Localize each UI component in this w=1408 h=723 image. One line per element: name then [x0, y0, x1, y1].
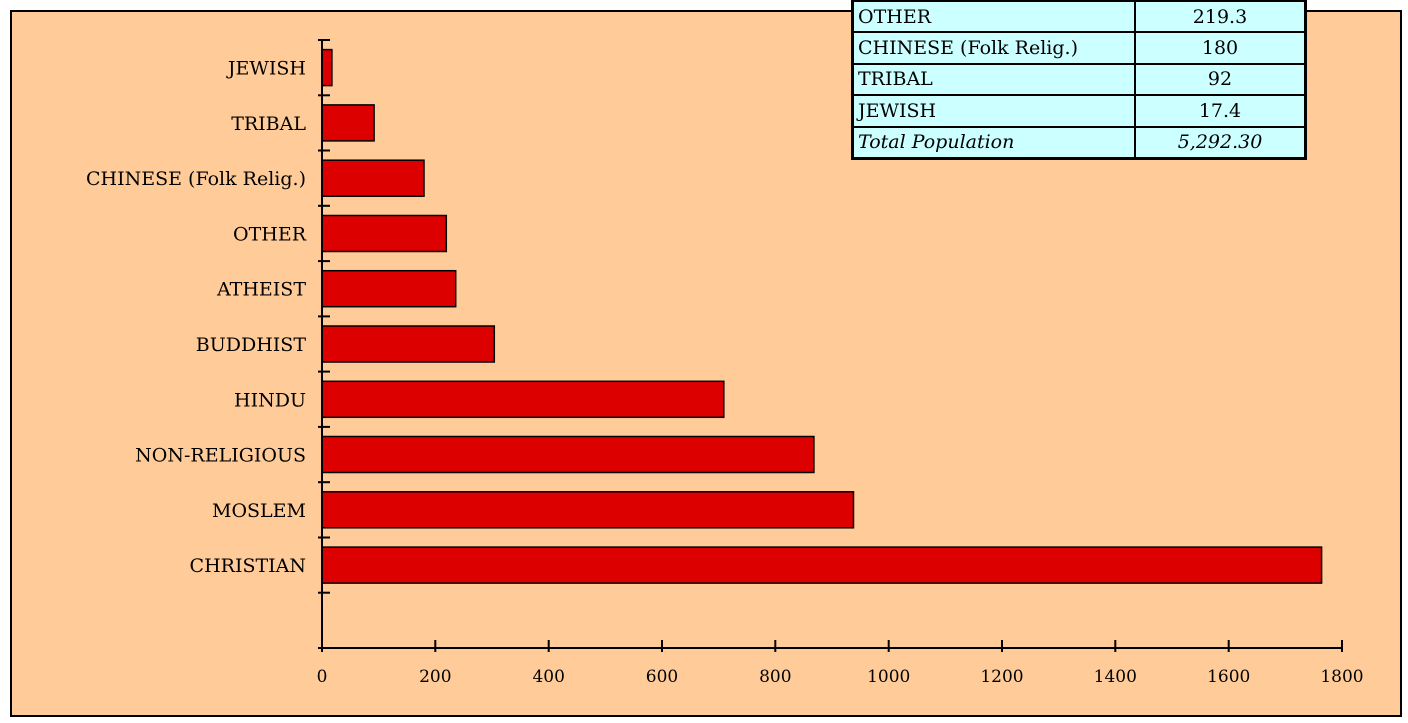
total-label: Total Population [851, 125, 1136, 160]
table-cell-label: CHINESE (Folk Relig.) [851, 31, 1136, 65]
category-label: OTHER [233, 224, 307, 246]
category-label: HINDU [234, 389, 306, 411]
table-cell-value: 180 [1134, 31, 1307, 65]
bar-moslem [321, 491, 855, 529]
table-row: TRIBAL 92 [851, 62, 1307, 97]
category-label: CHINESE (Folk Relig.) [86, 168, 306, 190]
table-cell-label: TRIBAL [851, 62, 1136, 97]
table-row: OTHER 219.3 [851, 0, 1307, 34]
data-table: OTHER 219.3 CHINESE (Folk Relig.) 180 TR… [851, 0, 1307, 160]
table-cell-label: JEWISH [851, 94, 1136, 128]
bar-chinese-folk-relig [321, 159, 425, 197]
category-label: ATHEIST [216, 279, 306, 301]
category-label: MOSLEM [212, 500, 306, 522]
bar-non-religious [321, 435, 815, 474]
x-tick-label: 1400 [1094, 667, 1137, 687]
table-row: JEWISH 17.4 [851, 94, 1307, 128]
table-cell-value: 92 [1134, 62, 1307, 97]
table-total-row: Total Population 5,292.30 [851, 125, 1307, 160]
x-tick-label: 400 [532, 667, 564, 687]
total-value: 5,292.30 [1134, 125, 1307, 160]
x-tick-label: 800 [759, 667, 791, 687]
x-tick-label: 1800 [1320, 667, 1363, 687]
x-tick-label: 1600 [1207, 667, 1250, 687]
x-tick-label: 600 [646, 667, 678, 687]
bar-christian [321, 546, 1323, 584]
table-cell-value: 17.4 [1134, 94, 1307, 128]
x-tick-label: 0 [317, 667, 328, 687]
category-label: NON-RELIGIOUS [135, 445, 306, 467]
bar-tribal [321, 104, 375, 142]
table-row: CHINESE (Folk Relig.) 180 [851, 31, 1307, 65]
x-tick-label: 1200 [980, 667, 1023, 687]
category-label: JEWISH [226, 58, 306, 80]
bar-hindu [321, 380, 725, 419]
x-tick-label: 1000 [867, 667, 910, 687]
category-label: TRIBAL [231, 113, 306, 135]
bar-jewish [321, 48, 333, 87]
x-tick-label: 200 [419, 667, 451, 687]
table-cell-value: 219.3 [1134, 0, 1307, 34]
category-label: CHRISTIAN [190, 555, 306, 577]
axes-layer [318, 39, 1343, 652]
table-cell-label: OTHER [851, 0, 1136, 34]
category-label: BUDDHIST [196, 334, 307, 356]
bar-other [321, 214, 448, 253]
bars-layer [321, 48, 1323, 584]
bar-atheist [321, 269, 457, 308]
bar-buddhist [321, 325, 496, 363]
